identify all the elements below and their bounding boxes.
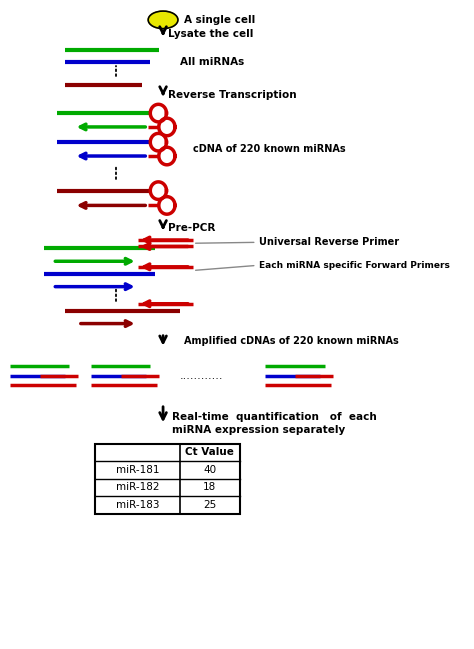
Text: Universal Reverse Primer: Universal Reverse Primer <box>259 238 399 247</box>
Bar <box>95 443 240 514</box>
Text: 25: 25 <box>203 500 217 510</box>
Text: 18: 18 <box>203 482 217 493</box>
Text: Lysate the cell: Lysate the cell <box>168 29 254 39</box>
Text: A single cell: A single cell <box>184 15 255 25</box>
Ellipse shape <box>148 11 178 29</box>
Text: Each miRNA specific Forward Primers: Each miRNA specific Forward Primers <box>259 261 450 270</box>
Text: 40: 40 <box>203 465 217 475</box>
Text: Pre-PCR: Pre-PCR <box>168 223 216 233</box>
Text: cDNA of 220 known miRNAs: cDNA of 220 known miRNAs <box>193 144 346 154</box>
Text: miR-181: miR-181 <box>116 465 159 475</box>
Text: Amplified cDNAs of 220 known miRNAs: Amplified cDNAs of 220 known miRNAs <box>184 336 399 346</box>
Text: ............: ............ <box>180 371 223 381</box>
Text: All miRNAs: All miRNAs <box>180 57 244 67</box>
Text: miR-183: miR-183 <box>116 500 159 510</box>
Text: miR-182: miR-182 <box>116 482 159 493</box>
Text: Reverse Transcription: Reverse Transcription <box>168 90 297 100</box>
Text: miRNA expression separately: miRNA expression separately <box>172 424 345 435</box>
Text: Ct Value: Ct Value <box>185 447 234 458</box>
Text: Real-time  quantification   of  each: Real-time quantification of each <box>172 412 376 422</box>
